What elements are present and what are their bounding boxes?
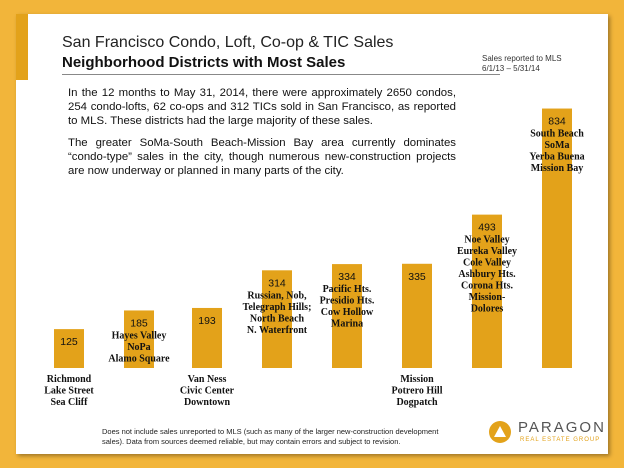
logo-mark-icon	[489, 421, 511, 443]
value-label-3: 314	[268, 277, 286, 289]
logo-name: PARAGON	[518, 419, 606, 436]
value-label-4: 334	[338, 271, 356, 283]
category-label-6: Noe Valley Eureka Valley Cole Valley Ashbur…	[457, 235, 517, 315]
note-line-1: Sales reported to MLS	[482, 54, 562, 63]
category-label-5: Mission Potrero Hill Dogpatch	[391, 374, 442, 408]
bar-chart: 125 Richmond Lake Street Sea Cliff 185Hayes …	[44, 108, 585, 408]
bar-2	[192, 307, 222, 368]
note-line-2: 6/1/13 – 5/31/14	[482, 64, 540, 73]
intro-paragraph-1: In the 12 months to May 31, 2014, there …	[68, 87, 456, 127]
date-range-note: Sales reported to MLS 6/1/13 – 5/31/14	[482, 54, 562, 74]
category-label-4: Pacific Hts. Presidio Hts. Cow Hollow Marin…	[320, 284, 375, 330]
value-label-2: 193	[198, 315, 216, 327]
category-label-1: Hayes Valley NoPa Alamo Square	[108, 330, 170, 364]
bar-1	[124, 310, 154, 368]
bar-5	[402, 263, 432, 368]
accent-bar	[16, 14, 28, 80]
bar-3	[262, 270, 292, 368]
chart-subtitle: Neighborhood Districts with Most Sales	[62, 54, 346, 71]
value-label-0: 125	[60, 336, 78, 348]
value-label-5: 335	[408, 271, 426, 283]
category-label-2: Van Ness Civic Center Downtown	[180, 374, 235, 408]
logo-tagline: REAL ESTATE GROUP	[520, 437, 601, 443]
value-label-1: 185	[130, 317, 148, 329]
bar-7	[542, 108, 572, 369]
category-label-0: Richmond Lake Street Sea Cliff	[44, 374, 94, 408]
paragon-logo: PARAGON REAL ESTATE GROUP	[488, 418, 604, 448]
intro-text: In the 12 months to May 31, 2014, there …	[68, 86, 456, 186]
bar-6	[472, 214, 502, 368]
slide: San Francisco Condo, Loft, Co-op & TIC S…	[16, 14, 608, 454]
category-label-3: Russian, Nob, Telegraph Hills; North Beach…	[243, 290, 312, 336]
footnote: Does not include sales unreported to MLS…	[102, 427, 439, 446]
value-label-6: 493	[478, 222, 496, 234]
chart-title: San Francisco Condo, Loft, Co-op & TIC S…	[62, 34, 394, 51]
bar-0	[54, 329, 84, 368]
bar-4	[332, 264, 362, 368]
value-label-7: 834	[548, 116, 566, 128]
title-divider	[62, 74, 500, 75]
category-label-7: South Beach SoMa Yerba Buena Mission Bay	[529, 129, 584, 175]
intro-paragraph-2: The greater SoMa-South Beach-Mission Bay…	[68, 137, 456, 177]
